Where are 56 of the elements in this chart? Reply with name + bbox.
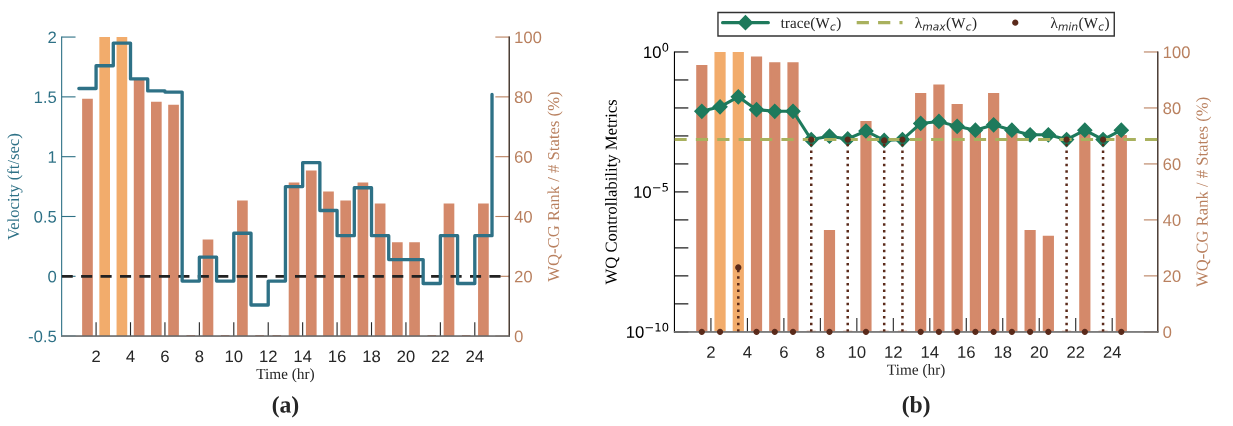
y2-tick-label: 20 — [1163, 270, 1181, 283]
x-tick-label: 8 — [816, 346, 825, 358]
y2-tick-label: 0 — [1163, 326, 1172, 339]
y-tick-label: 0.5 — [34, 210, 57, 223]
y-tick-label: 2 — [48, 31, 56, 44]
x-tick-label: 2 — [707, 346, 715, 358]
x-tick-label: 22 — [1067, 346, 1085, 358]
x-tick-label: 20 — [1030, 346, 1048, 358]
x-tick-label: 10 — [225, 350, 243, 363]
x-tick-label: 6 — [780, 346, 788, 358]
y2-tick-label: 80 — [1163, 102, 1181, 115]
x-tick-label: 4 — [743, 346, 752, 358]
y-tick-label: 0 — [48, 270, 57, 283]
y-tick-label: 10$^{−10}$ — [627, 322, 669, 338]
legend-label: λ$_{min}$(W$_{c}$) — [1050, 17, 1109, 32]
y2-axis-title: WQ-CG Rank / # States (%) — [1196, 97, 1212, 288]
x-tick-label: 16 — [958, 346, 975, 358]
y-tick-label: -0.5 — [28, 330, 57, 343]
x-tick-label: 14 — [294, 350, 312, 363]
y2-tick-label: 60 — [514, 151, 532, 163]
legend-label: λ$_{max}$(W$_{c}$) — [915, 17, 977, 32]
y2-tick-label: 40 — [1163, 214, 1181, 227]
y2-tick-label: 40 — [514, 210, 532, 223]
x-tick-label: 4 — [126, 350, 135, 363]
x-tick-label: 16 — [329, 350, 346, 363]
y-axis-title: WQ Controllability Metrics — [605, 99, 621, 285]
x-tick-label: 10 — [848, 346, 866, 358]
y-tick-label: 1.5 — [34, 91, 57, 104]
x-tick-label: 20 — [397, 350, 415, 363]
y-axis-title: Velocity (ft/sec) — [7, 133, 23, 240]
x-tick-label: 2 — [92, 350, 100, 363]
legend-label: trace(W$_{c}$) — [780, 17, 841, 32]
y2-tick-label: 60 — [1163, 158, 1181, 171]
y2-axis-title: WQ-CG Rank / # States (%) — [547, 92, 563, 282]
x-tick-label: 18 — [363, 350, 381, 363]
y2-tick-label: 80 — [514, 91, 532, 104]
x-tick-label: 24 — [1103, 346, 1121, 358]
x-tick-label: 24 — [466, 350, 484, 363]
y2-tick-label: 100 — [1163, 46, 1190, 59]
x-axis-title: Time (hr) — [256, 368, 314, 383]
y2-tick-label: 0 — [514, 330, 523, 343]
x-tick-label: 12 — [260, 350, 277, 363]
x-axis-title: Time (hr) — [887, 364, 945, 378]
x-tick-label: 12 — [885, 346, 902, 358]
text: (a) — [272, 396, 299, 418]
x-tick-label: 22 — [431, 350, 449, 363]
x-tick-label: 6 — [161, 350, 169, 363]
y2-tick-label: 20 — [514, 270, 532, 283]
y-tick-label: 10$^{0}$ — [644, 42, 669, 59]
x-tick-label: 18 — [994, 346, 1012, 358]
y2-tick-label: 100 — [515, 31, 542, 44]
text: (b) — [902, 396, 930, 418]
y-tick-label: 10$^{−5}$ — [634, 182, 668, 198]
x-tick-label: 8 — [195, 350, 204, 363]
x-tick-label: 14 — [921, 346, 939, 358]
y-tick-label: 1 — [48, 151, 56, 163]
